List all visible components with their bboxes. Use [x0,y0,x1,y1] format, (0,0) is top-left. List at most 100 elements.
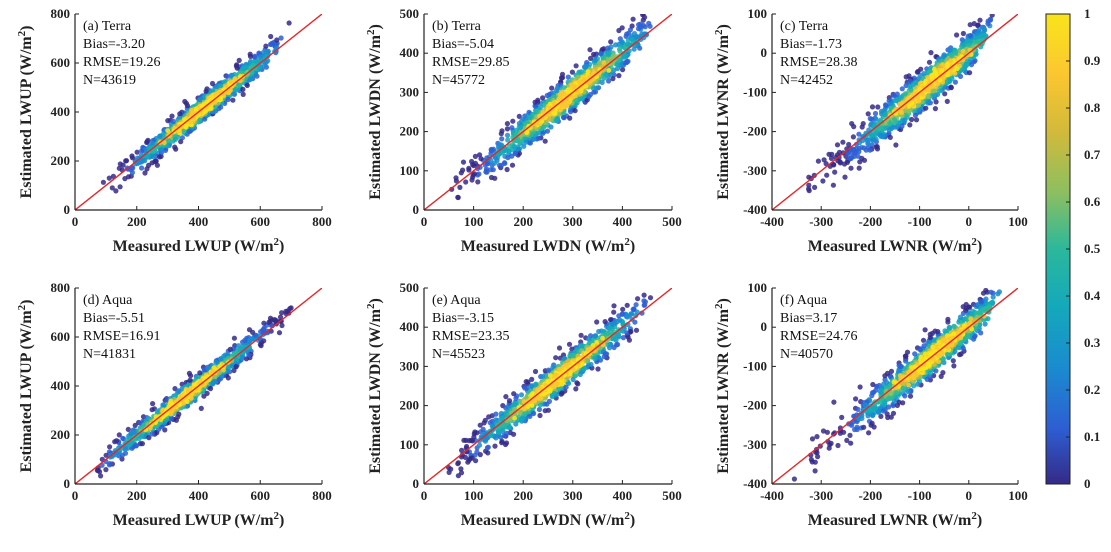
data-point [605,46,610,51]
data-point [845,151,850,156]
panel-label: (c) Terra [780,19,829,34]
data-point [994,8,999,13]
data-point [218,105,223,110]
data-point [218,83,223,88]
data-point [132,430,137,435]
data-point [122,176,127,181]
data-point [173,147,178,152]
data-point [630,23,635,28]
data-point [455,195,460,200]
data-point [258,342,263,347]
data-point [593,57,598,62]
y-tick-label: 400 [51,104,71,119]
x-tick-label: 100 [1008,214,1028,229]
panel-stat: N=45772 [432,73,485,88]
data-point [848,166,853,171]
data-point [892,117,897,122]
data-point [263,44,268,49]
data-point [869,117,874,122]
panel-stat: Bias=-5.51 [83,311,145,326]
data-point [473,154,478,159]
data-point [123,158,128,163]
y-tick-label: 800 [51,280,71,295]
data-point [488,167,493,172]
data-point [610,76,615,81]
data-point [926,99,931,104]
data-point [187,378,192,383]
data-point [644,5,649,10]
data-point [217,377,222,382]
data-point [845,160,850,165]
data-point [587,47,592,52]
data-point [225,74,230,79]
y-axis-label: Estimated LWDN (W/m2) [365,24,384,200]
data-point [545,93,550,98]
data-point [552,101,557,106]
y-tick-label: -100 [743,84,767,99]
data-point [502,161,507,166]
data-point [98,473,103,478]
data-point [250,330,255,335]
data-point [135,150,140,155]
data-point [859,156,864,161]
data-point [961,49,966,54]
data-point [624,31,629,36]
data-point [879,126,884,131]
data-point [948,85,953,90]
data-point [258,54,263,59]
data-point [598,51,603,56]
data-point [540,95,545,100]
data-point [548,124,553,129]
data-point [279,323,284,328]
data-point [437,215,442,220]
data-point [594,85,599,90]
data-point [163,148,168,153]
data-point [857,166,862,171]
y-tick-label: 200 [51,427,71,442]
data-point [208,386,213,391]
data-point [953,80,958,85]
data-point [889,126,894,131]
data-point [835,142,840,147]
data-point [601,60,606,65]
data-point [611,303,616,308]
data-point [972,21,977,26]
x-tick-label: 0 [966,214,973,229]
data-point [543,139,548,144]
data-point [911,82,916,87]
data-point [636,26,641,31]
data-point [528,140,533,145]
y-tick-label: -400 [743,202,767,217]
data-point [873,111,878,116]
data-point [151,154,156,159]
y-tick-label: 200 [400,124,420,139]
data-point [469,177,474,182]
data-point [562,115,567,120]
data-point [871,137,876,142]
data-point [620,25,625,30]
x-tick-label: 800 [312,488,332,503]
data-point [166,138,171,143]
data-point [534,109,539,114]
data-point [266,49,271,54]
x-tick-label: 800 [312,214,332,229]
data-point [194,107,199,112]
y-tick-label: 100 [748,6,768,21]
x-axis-label: Measured LWUP (W/m2) [113,236,285,255]
y-tick-label: 800 [51,6,71,21]
panel-label: (d) Aqua [83,293,133,308]
data-point [586,94,591,99]
data-point [226,375,231,380]
data-point [248,77,253,82]
data-point [642,15,647,20]
x-tick-label: 200 [127,488,147,503]
data-point [150,407,155,412]
x-tick-label: 0 [72,488,79,503]
data-point [234,364,239,369]
data-point [241,92,246,97]
data-point [555,86,560,91]
data-point [635,296,640,301]
data-point [237,58,242,63]
data-point [185,399,190,404]
